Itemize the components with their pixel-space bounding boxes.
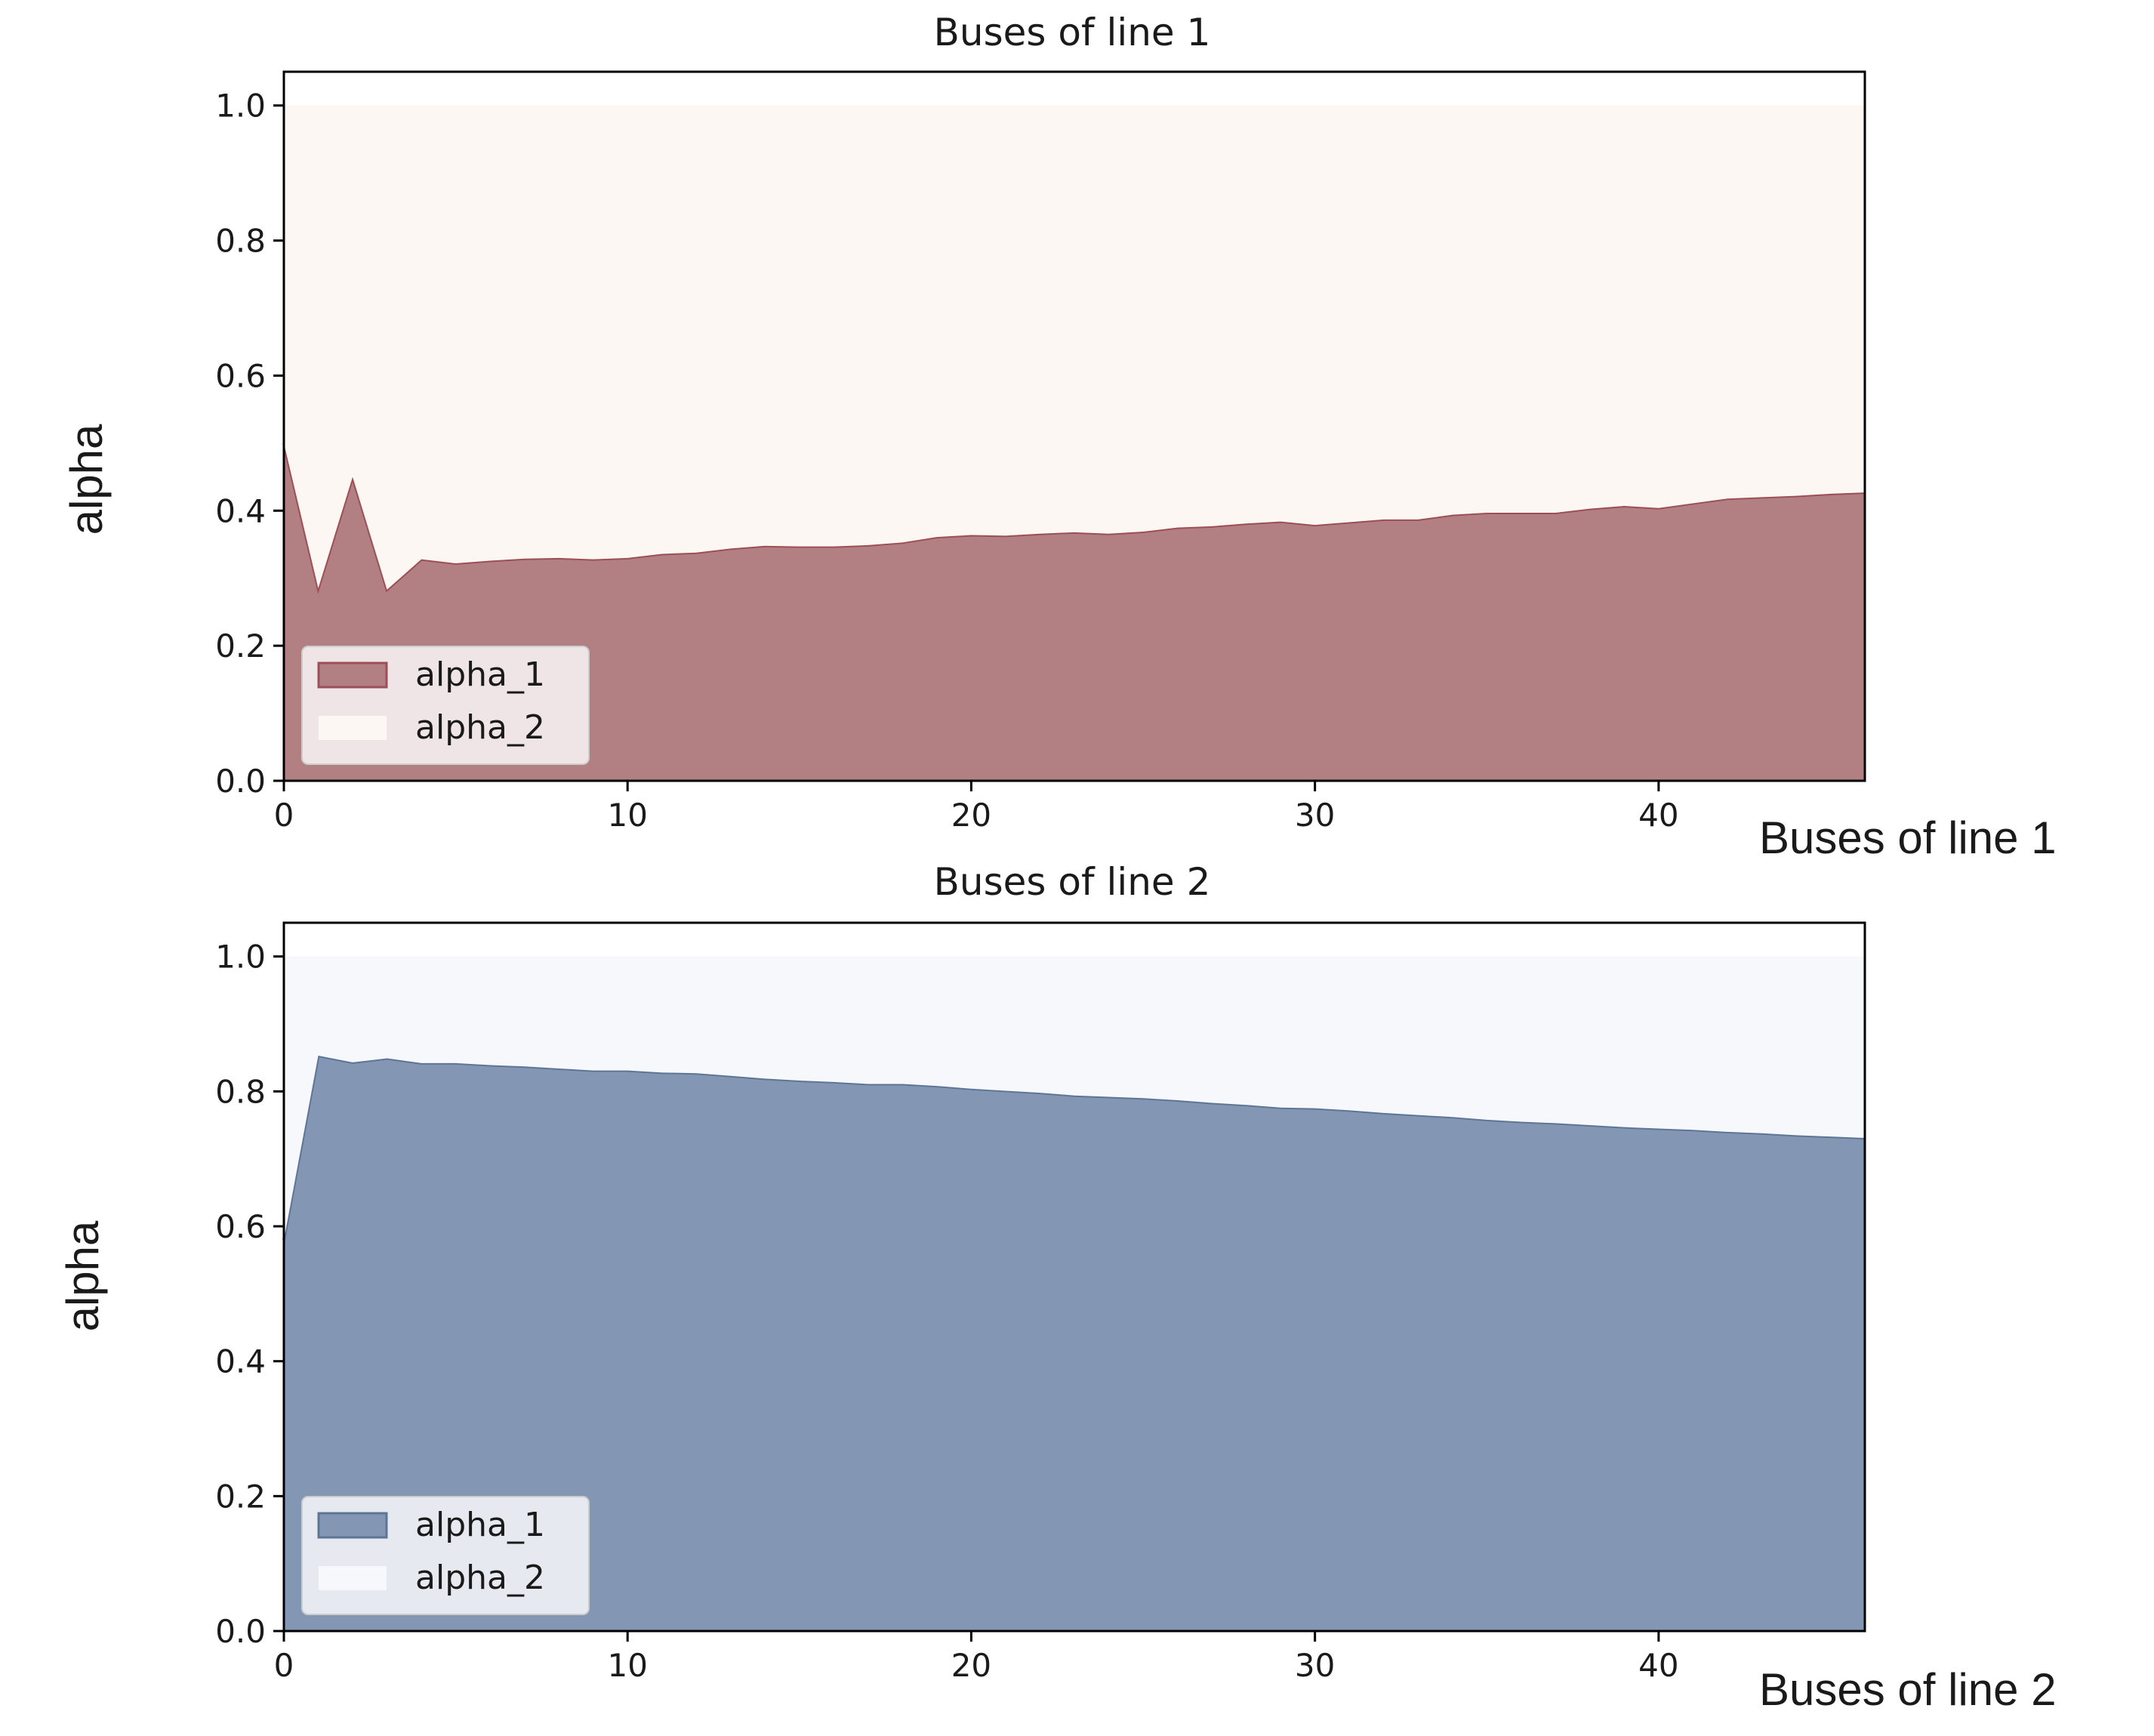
y-tick-label: 0.8 [215,1073,266,1110]
legend-label-alpha_1: alpha_1 [415,1506,545,1544]
legend-label-alpha_1: alpha_1 [415,655,545,694]
x-axis-label: Buses of line 2 [1759,1664,2057,1715]
y-tick-label: 0.2 [215,627,266,664]
plot-frame [282,70,1866,782]
plot-frame [282,921,1866,1633]
y-tick-label: 0.4 [215,1343,266,1380]
x-tick-label: 30 [1295,797,1335,834]
legend-label-alpha_2: alpha_2 [415,1559,545,1597]
y-tick-label: 0.6 [215,357,266,394]
x-tick-label: 20 [951,1647,991,1684]
plot-area: 0.00.20.40.60.81.00 10 20 30 40alpha_1alpha_… [215,70,1866,834]
y-tick-label: 0.4 [215,492,266,529]
y-tick-label: 1.0 [215,939,266,976]
y-axis-label: alpha [61,424,112,535]
x-tick-label: 20 [951,797,991,834]
x-tick-label: 40 [1638,797,1678,834]
series-edge-alpha_1 [282,442,1866,594]
area-series-alpha_2 [284,956,1865,1240]
area-series-alpha_1 [284,1055,1865,1631]
x-tick-label: 0 [274,797,294,834]
y-tick-label: 0.8 [215,223,266,260]
legend-swatch-alpha_1 [317,1512,388,1539]
area-series-alpha_1 [284,442,1865,781]
x-tick-label: 40 [1638,1647,1678,1684]
chart-panel-line-2: Buses of line 2 0.0 0.2 0.4 0.6 0.8 1.0 0 10 20 3… [57,860,2057,1715]
legend-swatch-alpha_2 [319,1566,387,1590]
y-tick-label: 0.0 [215,1613,266,1650]
x-tick-label: 0 [274,1647,294,1684]
legend: alpha_1 alpha_2 [301,1496,590,1615]
chart-panel-line-1: Buses of line 1 0.0 0.2 0.4 0.6 0.8 1.0 0 10 20 3… [61,11,2057,863]
legend: alpha_1 alpha_2 [301,646,590,765]
chart-title: Buses of line 1 [934,11,1211,54]
area-series-alpha_2 [284,105,1865,590]
y-tick-label: 1.0 [215,88,266,125]
legend-swatch-alpha_2 [319,716,387,740]
y-tick-label: 0.6 [215,1208,266,1245]
x-axis-label: Buses of line 1 [1759,812,2057,863]
chart-title: Buses of line 2 [934,860,1211,904]
y-axis-label: alpha [57,1220,108,1331]
x-tick-label: 30 [1295,1647,1335,1684]
legend-swatch-alpha_1 [317,661,388,689]
x-tick-label: 10 [607,797,647,834]
y-tick-label: 0.2 [215,1478,266,1515]
y-tick-label: 0.0 [215,763,266,800]
legend-label-alpha_2: alpha_2 [415,708,545,747]
x-tick-label: 10 [607,1647,647,1684]
plot-area: 0.00.20.40.60.81.00 10 20 30 40alpha_1alpha_… [215,921,1866,1684]
